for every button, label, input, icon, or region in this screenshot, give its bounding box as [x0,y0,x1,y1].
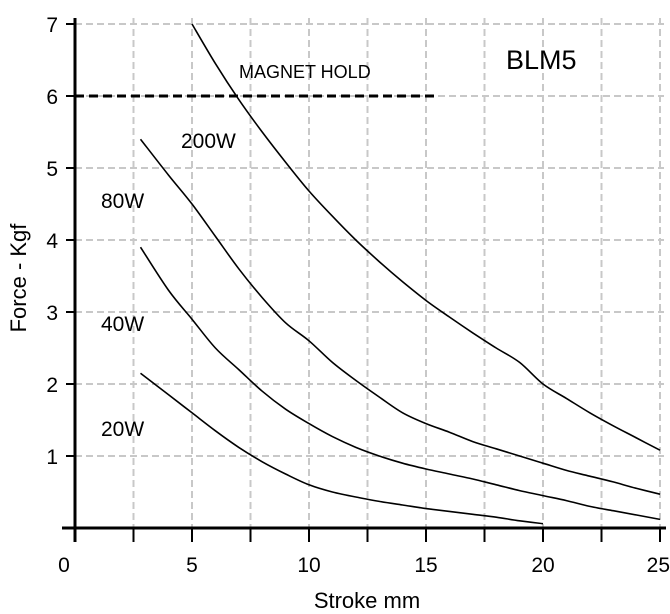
y-tick-label: 7 [46,14,58,37]
y-tick-label: 3 [46,302,58,325]
x-tick-label: 20 [531,554,554,577]
x-axis-label: Stroke mm [314,588,420,613]
y-tick-label: 2 [46,374,58,397]
y-axis-label: Force - Kgf [6,223,31,333]
series-line-40w [139,246,661,521]
series-line-200w [191,23,661,451]
y-tick-label: 1 [46,446,58,469]
series-label-40w: 40W [101,313,144,336]
series-label-80w: 80W [101,190,144,213]
x-tick-label: 25 [647,554,670,577]
x-tick-label: 15 [414,554,437,577]
x-tick-label: 10 [297,554,320,577]
series-label-20w: 20W [101,418,144,441]
tick-labels: 0 5 10 15 20 25 1 2 3 4 5 6 7 [46,14,670,577]
chart-title: BLM5 [506,45,577,75]
magnet-hold-annotation: MAGNET HOLD [75,62,438,98]
series-label-200w: 200W [181,130,236,153]
series-lines [139,23,661,525]
grid-lines [75,18,664,528]
y-tick-label: 5 [46,158,58,181]
magnet-hold-label: MAGNET HOLD [239,62,371,82]
series-line-80w [139,138,661,495]
series-line-20w [140,372,544,525]
x-tick-label: 5 [186,554,198,577]
y-tick-label: 4 [46,230,58,253]
axes [62,18,666,542]
y-tick-label: 6 [46,86,58,109]
x-tick-label: 0 [58,554,70,577]
